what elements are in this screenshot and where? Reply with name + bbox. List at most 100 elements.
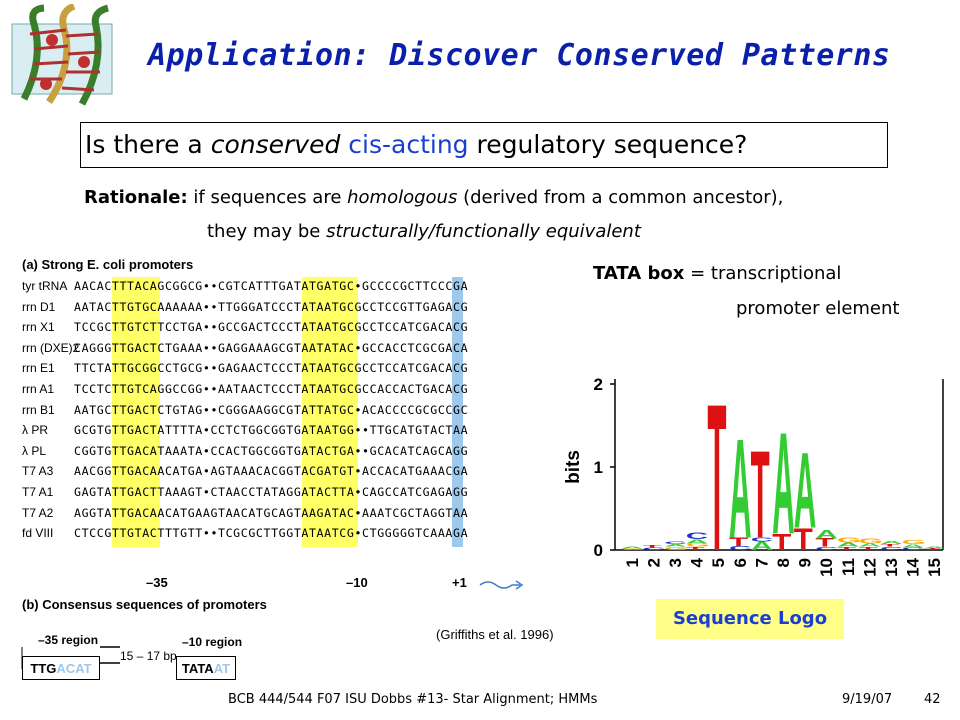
x-tick-label: 10 xyxy=(817,558,836,577)
logo-glyph: A xyxy=(729,409,752,568)
y-axis-label: bits xyxy=(565,450,584,484)
x-tick-label: 1 xyxy=(623,558,642,567)
logo-glyph: A xyxy=(880,540,903,545)
gene-name: T7 A3 xyxy=(22,464,54,479)
logo-letter-C: C xyxy=(729,545,752,551)
gene-name: rrn E1 xyxy=(22,361,55,376)
rationale-italic-homologous: homologous xyxy=(347,187,458,208)
logo-glyph: G xyxy=(664,546,688,551)
x-tick-label: 4 xyxy=(688,557,707,567)
rationale-text-a: if sequences are xyxy=(187,187,348,208)
promoter-sequence: TTCTATTGCGGCCTGCG••GAGAACTCCCTATAATGCGCC… xyxy=(74,361,469,376)
logo-letter-A: A xyxy=(923,546,946,549)
x-tick-label: 2 xyxy=(644,558,663,567)
logo-glyph: A xyxy=(859,543,882,548)
y-tick-label: 1 xyxy=(594,458,603,477)
logo-letter-A: A xyxy=(837,542,860,548)
logo-glyph: T xyxy=(837,546,857,551)
citation: (Griffiths et al. 1996) xyxy=(436,627,554,642)
logo-letter-G: G xyxy=(837,536,861,544)
consensus-box-35: TTGACAT xyxy=(22,656,100,680)
gene-name: rrn X1 xyxy=(22,320,55,335)
logo-glyph: T xyxy=(880,544,900,548)
highlight-band xyxy=(302,277,358,547)
logo-letter-A: A xyxy=(621,546,644,549)
promoter-heading-b: (b) Consensus sequences of promoters xyxy=(22,597,267,612)
logo-glyph: C xyxy=(729,545,752,551)
logo-letter-T: T xyxy=(859,546,879,551)
logo-letter-G: G xyxy=(621,548,645,551)
x-tick-label: 3 xyxy=(666,558,685,567)
marker-plus1: +1 xyxy=(452,575,467,590)
logo-glyph: A xyxy=(794,431,817,550)
box10-strong: TATA xyxy=(181,661,214,676)
logo-glyph: T xyxy=(859,546,879,551)
logo-glyph: C xyxy=(751,537,774,543)
logo-letter-T: T xyxy=(686,546,706,551)
dna-clipart-icon xyxy=(11,4,113,106)
logo-letter-T: T xyxy=(815,536,835,549)
logo-letter-C: C xyxy=(686,531,709,541)
logo-glyph: T xyxy=(643,544,663,548)
logo-letter-T: T xyxy=(880,544,900,548)
logo-glyph: C xyxy=(686,531,709,541)
x-tick-label: 8 xyxy=(774,558,793,567)
logo-glyph: T xyxy=(772,529,791,555)
logo-glyph: C xyxy=(664,541,687,545)
question-box: Is there a conserved cis-acting regulato… xyxy=(80,122,888,168)
slide-title: Application: Discover Conserved Patterns xyxy=(148,38,891,73)
box10-weak: AT xyxy=(213,661,231,676)
logo-letter-G: G xyxy=(859,537,883,545)
tata-box-text: = transcriptional xyxy=(684,263,842,284)
question-blue: cis-acting xyxy=(348,130,469,159)
promoter-sequence: CGGTGTTGACATAAATA•CCACTGGCGGTGATACTGA••G… xyxy=(74,443,469,458)
consensus-spacer: 15 – 17 bp xyxy=(120,649,177,663)
tata-box-line-1: TATA box = transcriptional xyxy=(593,263,841,284)
logo-glyph: A xyxy=(751,540,774,553)
logo-letter-A: A xyxy=(902,543,925,548)
logo-glyph: C xyxy=(880,546,903,551)
logo-glyph: T xyxy=(751,426,770,565)
gene-name: fd VIII xyxy=(22,526,54,541)
x-tick-label: 6 xyxy=(731,558,750,567)
question-pre: Is there a xyxy=(85,130,211,159)
logo-letter-C: C xyxy=(643,547,666,551)
question-italic: conserved xyxy=(210,130,341,159)
logo-letter-C: C xyxy=(880,546,903,551)
gene-name: λ PL xyxy=(22,443,47,458)
logo-letter-T: T xyxy=(772,529,791,555)
promoter-sequence: GAGTATTGACTTAAAGT•CTAACCTATAGGATACTTA•CA… xyxy=(74,485,469,499)
logo-letter-A: A xyxy=(859,543,882,548)
promoter-sequence: AACGGTTGACAACATGA•AGTAAACACGGTACGATGT•AC… xyxy=(74,464,469,479)
logo-letter-A: A xyxy=(815,528,838,541)
logo-glyph: G xyxy=(686,543,710,548)
promoter-heading-a: (a) Strong E. coli promoters xyxy=(22,257,194,272)
logo-glyph: T xyxy=(686,546,706,551)
logo-glyph: A xyxy=(815,528,838,541)
logo-letter-T: T xyxy=(837,546,857,551)
logo-glyph: A xyxy=(902,543,925,548)
x-tick-label: 9 xyxy=(796,558,815,567)
highlight-band xyxy=(112,277,160,547)
gene-name: λ PR xyxy=(22,423,49,438)
gene-name: rrn (DXE)2 xyxy=(22,340,80,355)
promoter-sequence: AATGCTTGACTCTGTAG••CGGGAAGGCGTATTATGC•AC… xyxy=(74,402,469,417)
logo-glyph: T xyxy=(729,536,749,549)
consensus-label-35: –35 region xyxy=(38,633,99,647)
logo-letter-T: T xyxy=(643,544,663,548)
rationale-line-2: they may be structurally/functionally eq… xyxy=(207,221,641,242)
logo-letter-G: G xyxy=(686,543,710,548)
gene-name: T7 A1 xyxy=(22,485,54,499)
marker-minus10: –10 xyxy=(346,575,368,590)
footer-page-number: 42 xyxy=(924,692,941,707)
logo-letter-A: A xyxy=(664,544,687,548)
logo-glyph: T xyxy=(815,536,835,549)
x-tick-label: 15 xyxy=(925,558,944,577)
y-tick-label: 2 xyxy=(594,375,603,394)
x-tick-label: 11 xyxy=(839,558,858,576)
gene-name: rrn B1 xyxy=(22,402,55,417)
consensus-box-10: TATAAT xyxy=(176,656,236,680)
logo-glyph: C xyxy=(902,547,925,551)
logo-letter-C: C xyxy=(751,537,774,543)
promoter-sequence: AACACTTTACAGCGGCG••CGTCATTTGATATGATGC•GC… xyxy=(74,279,469,293)
